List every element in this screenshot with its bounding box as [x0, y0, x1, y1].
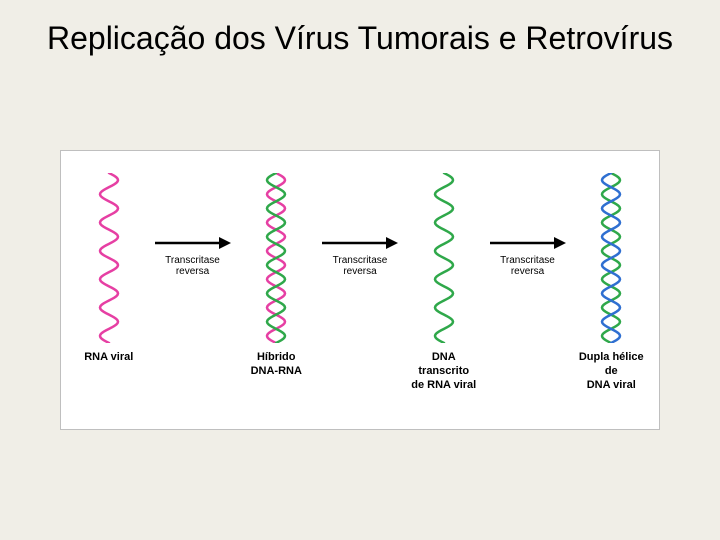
arrow-1: Transcritase reversa: [314, 173, 406, 277]
stage-row: RNA viral Transcritase reversa Híbrido D…: [61, 151, 659, 429]
caption-dna-transcrito: DNA transcrito de RNA viral: [406, 351, 482, 392]
arrow-label-1: Transcritase reversa: [333, 255, 388, 277]
page-title: Replicação dos Vírus Tumorais e Retrovír…: [0, 0, 720, 58]
arrow-icon: [320, 233, 400, 253]
arrow-2: Transcritase reversa: [482, 173, 574, 277]
arrow-icon: [153, 233, 233, 253]
arrow-label-0: Transcritase reversa: [165, 255, 220, 277]
helix-rna-viral: [91, 173, 127, 343]
stage-rna-viral: RNA viral: [71, 173, 147, 365]
stage-hibrido: Híbrido DNA-RNA: [239, 173, 315, 379]
helix-hibrido: [258, 173, 294, 343]
helix-dna-transcrito: [426, 173, 462, 343]
helix-dupla-helice: [593, 173, 629, 343]
arrow-label-2: Transcritase reversa: [500, 255, 555, 277]
arrow-0: Transcritase reversa: [147, 173, 239, 277]
diagram-container: RNA viral Transcritase reversa Híbrido D…: [60, 150, 660, 430]
stage-dna-transcrito: DNA transcrito de RNA viral: [406, 173, 482, 392]
caption-rna-viral: RNA viral: [84, 351, 133, 365]
arrow-icon: [488, 233, 568, 253]
caption-hibrido: Híbrido DNA-RNA: [251, 351, 302, 379]
caption-dupla-helice: Dupla hélice de DNA viral: [574, 351, 650, 392]
stage-dupla-helice: Dupla hélice de DNA viral: [574, 173, 650, 392]
